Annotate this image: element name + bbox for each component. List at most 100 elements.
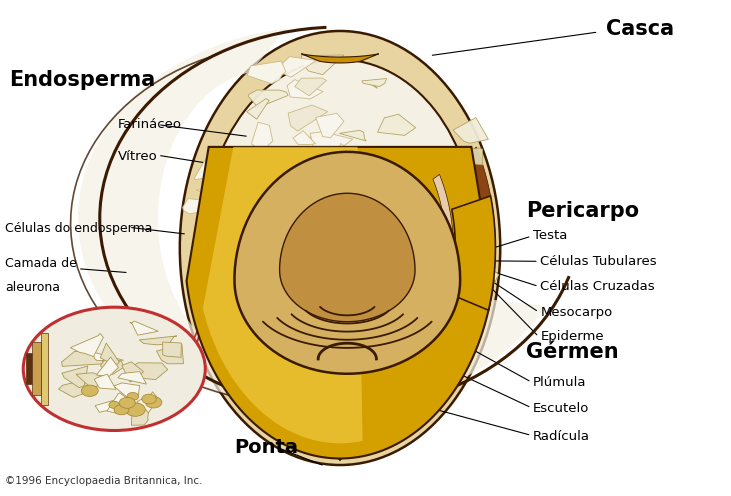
Polygon shape	[422, 165, 450, 184]
Polygon shape	[230, 145, 266, 157]
Polygon shape	[360, 162, 387, 186]
Polygon shape	[447, 156, 482, 360]
Polygon shape	[93, 352, 124, 361]
Polygon shape	[306, 136, 331, 151]
Polygon shape	[423, 254, 461, 266]
Text: Camada de: Camada de	[5, 257, 77, 270]
Polygon shape	[295, 78, 327, 96]
Polygon shape	[234, 251, 273, 271]
Text: Epiderme: Epiderme	[540, 330, 604, 343]
Polygon shape	[455, 288, 480, 306]
Polygon shape	[301, 54, 379, 63]
Polygon shape	[107, 393, 134, 414]
Polygon shape	[231, 311, 251, 334]
Polygon shape	[251, 122, 273, 151]
Polygon shape	[439, 163, 471, 351]
Polygon shape	[255, 269, 283, 287]
Circle shape	[114, 405, 129, 415]
Polygon shape	[375, 286, 398, 310]
Polygon shape	[406, 257, 440, 274]
Text: Células Cruzadas: Células Cruzadas	[540, 280, 655, 293]
Polygon shape	[334, 143, 349, 171]
Polygon shape	[382, 215, 420, 226]
Polygon shape	[118, 372, 146, 384]
Polygon shape	[347, 217, 393, 236]
Polygon shape	[430, 282, 461, 299]
Polygon shape	[122, 362, 143, 382]
Text: Pericarpo: Pericarpo	[526, 201, 639, 221]
Circle shape	[142, 394, 156, 404]
Polygon shape	[370, 182, 394, 193]
Polygon shape	[194, 154, 218, 180]
Polygon shape	[204, 255, 230, 278]
Text: Mesocarpo: Mesocarpo	[540, 306, 613, 318]
Polygon shape	[328, 220, 354, 246]
Polygon shape	[254, 263, 271, 286]
Polygon shape	[95, 399, 135, 412]
Polygon shape	[466, 265, 499, 292]
Polygon shape	[230, 158, 269, 178]
Polygon shape	[26, 353, 32, 384]
Polygon shape	[400, 318, 430, 329]
Polygon shape	[61, 351, 105, 367]
Text: Células Tubulares: Células Tubulares	[540, 255, 657, 268]
Polygon shape	[32, 342, 41, 395]
Circle shape	[81, 385, 98, 396]
Ellipse shape	[205, 60, 474, 407]
Polygon shape	[296, 416, 384, 460]
Text: aleurona: aleurona	[5, 281, 60, 294]
Polygon shape	[130, 321, 158, 335]
Circle shape	[126, 403, 145, 416]
Polygon shape	[292, 225, 321, 237]
Polygon shape	[220, 306, 234, 331]
Circle shape	[145, 397, 162, 408]
Polygon shape	[335, 255, 365, 270]
Polygon shape	[398, 293, 438, 312]
Polygon shape	[318, 275, 358, 291]
Text: Radícula: Radícula	[533, 430, 590, 443]
Circle shape	[23, 307, 205, 431]
Circle shape	[109, 401, 119, 408]
Polygon shape	[41, 332, 48, 405]
Polygon shape	[455, 147, 496, 371]
Text: Células do endosperma: Células do endosperma	[5, 222, 152, 235]
Polygon shape	[186, 147, 493, 458]
Polygon shape	[436, 172, 448, 190]
Polygon shape	[246, 99, 269, 119]
Polygon shape	[163, 342, 181, 357]
Polygon shape	[287, 79, 323, 99]
Polygon shape	[210, 277, 249, 302]
Polygon shape	[61, 366, 88, 388]
Polygon shape	[377, 114, 416, 135]
Polygon shape	[100, 343, 119, 364]
Polygon shape	[76, 373, 99, 387]
Polygon shape	[203, 147, 363, 443]
Polygon shape	[351, 248, 374, 276]
Polygon shape	[426, 175, 453, 337]
Text: Farináceo: Farináceo	[118, 118, 182, 131]
Polygon shape	[306, 214, 346, 231]
Polygon shape	[316, 244, 337, 268]
Polygon shape	[100, 360, 124, 374]
Polygon shape	[96, 357, 118, 376]
Polygon shape	[341, 205, 376, 223]
Polygon shape	[70, 333, 103, 357]
Polygon shape	[284, 280, 325, 296]
Polygon shape	[135, 363, 167, 379]
Polygon shape	[341, 186, 384, 198]
Polygon shape	[260, 249, 289, 268]
Text: Escutelo: Escutelo	[533, 402, 589, 415]
Text: Endosperma: Endosperma	[9, 70, 155, 90]
Polygon shape	[310, 132, 353, 149]
Polygon shape	[339, 130, 366, 141]
Polygon shape	[58, 379, 94, 397]
Ellipse shape	[180, 31, 500, 465]
Polygon shape	[415, 180, 456, 190]
Text: Gérmen: Gérmen	[526, 342, 618, 362]
Polygon shape	[211, 176, 232, 201]
Circle shape	[119, 397, 135, 408]
Polygon shape	[273, 335, 306, 356]
Polygon shape	[137, 392, 159, 414]
Polygon shape	[366, 81, 377, 88]
Polygon shape	[113, 383, 140, 399]
